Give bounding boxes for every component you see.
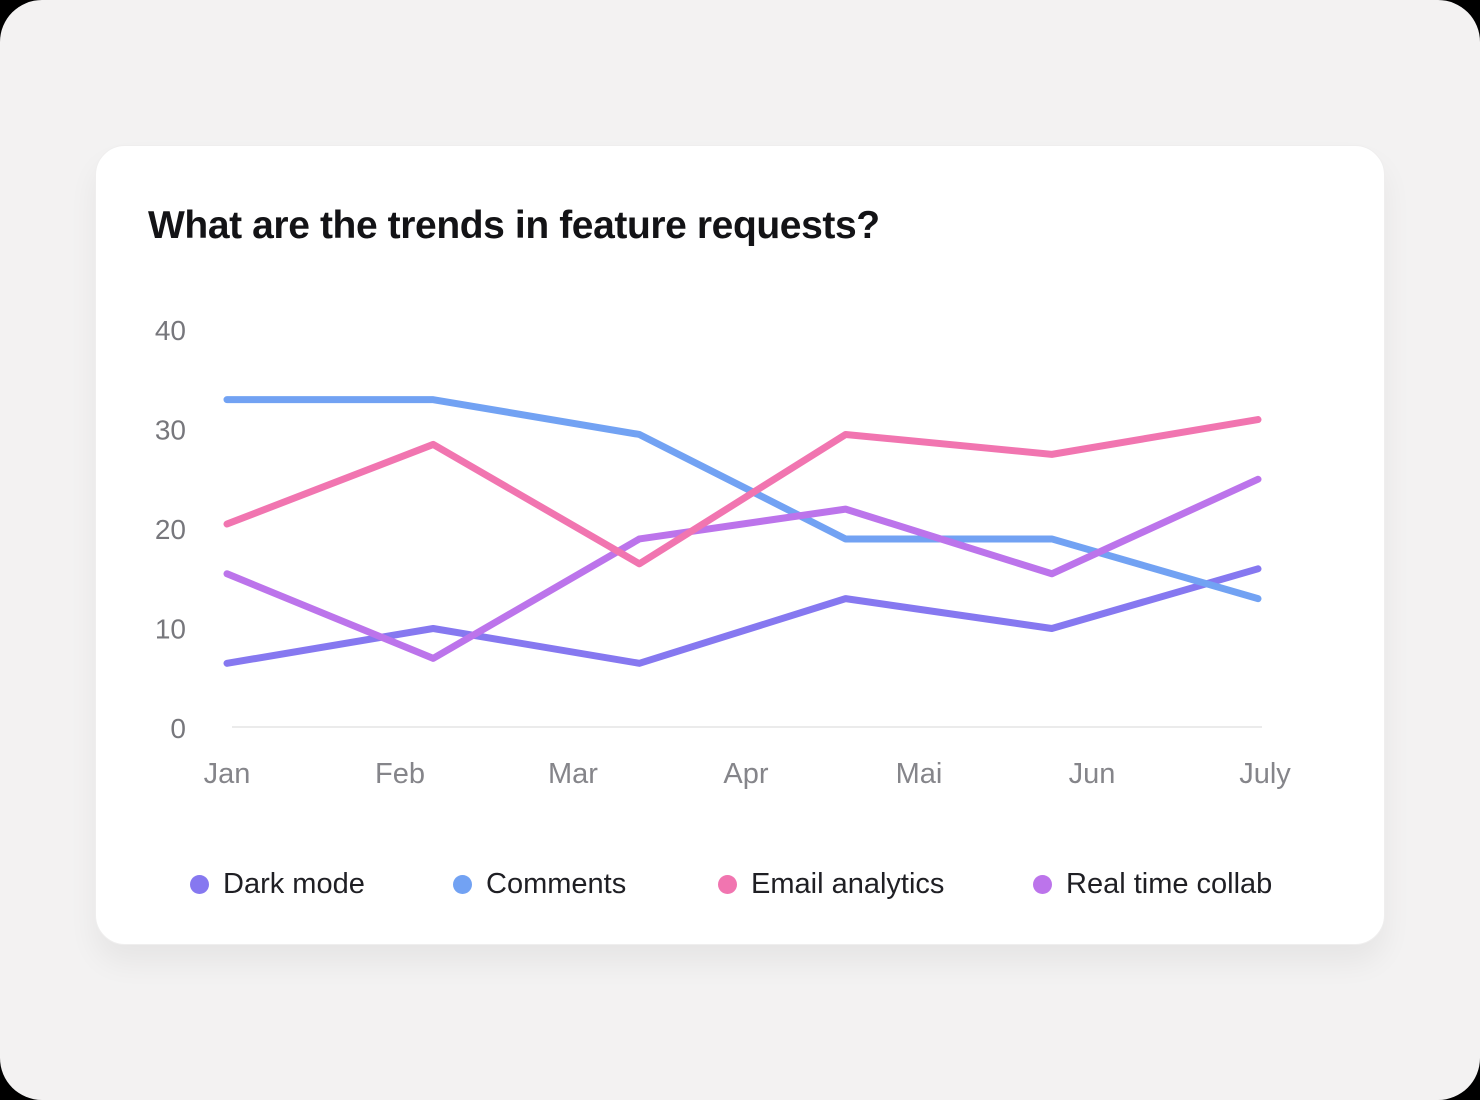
chart-title: What are the trends in feature requests? bbox=[148, 204, 880, 247]
legend-label-real-time-collab: Real time collab bbox=[1066, 868, 1273, 900]
legend-dot-dark-mode bbox=[190, 875, 209, 894]
legend-dot-email-analytics bbox=[718, 875, 737, 894]
legend-item-comments[interactable]: Comments bbox=[453, 868, 626, 901]
legend-item-email-analytics[interactable]: Email analytics bbox=[718, 868, 944, 901]
legend-item-dark-mode[interactable]: Dark mode bbox=[190, 868, 365, 901]
legend-label-comments: Comments bbox=[486, 868, 627, 900]
legend-label-dark-mode: Dark mode bbox=[223, 868, 365, 900]
legend-dot-comments bbox=[453, 875, 472, 894]
chart-legend: Dark mode Comments Email analytics Real tim… bbox=[0, 868, 1480, 902]
chart-card: What are the trends in feature requests? bbox=[95, 145, 1385, 945]
legend-label-email-analytics: Email analytics bbox=[751, 868, 945, 900]
legend-dot-real-time-collab bbox=[1033, 875, 1052, 894]
legend-item-real-time-collab[interactable]: Real time collab bbox=[1033, 868, 1272, 901]
